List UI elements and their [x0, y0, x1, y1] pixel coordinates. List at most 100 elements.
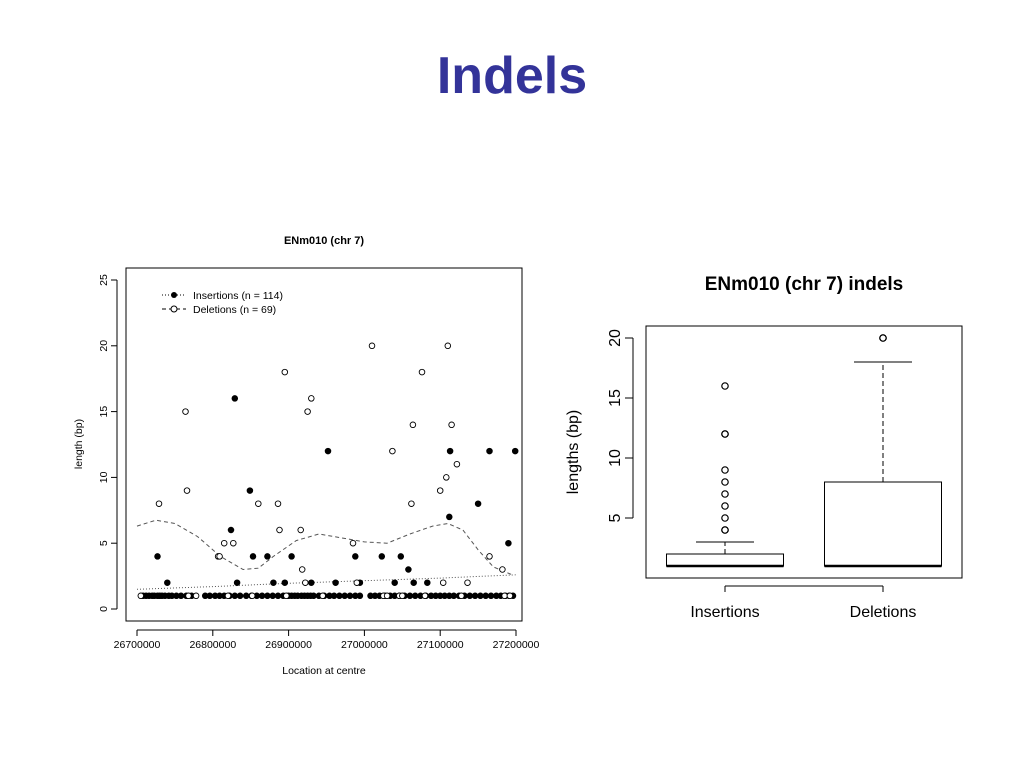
insertions-outlier [721, 502, 729, 510]
insertion-point [164, 579, 171, 586]
deletion-point [248, 592, 256, 600]
insertion-point [410, 579, 417, 586]
scatter-y-tick-label: 20 [98, 340, 110, 352]
insertion-point [511, 447, 519, 455]
deletions-outlier [879, 334, 887, 342]
insertion-point [424, 579, 431, 586]
box-ylabel: lengths (bp) [565, 410, 582, 495]
scatter-y-tick-label: 5 [98, 540, 110, 546]
box-y-tick-label: 10 [607, 449, 624, 467]
scatter-smooth-lines [136, 519, 517, 590]
legend-deletions-marker [170, 305, 178, 313]
insertion-point [231, 395, 239, 402]
insertions-outlier [721, 526, 729, 534]
insertion-point [154, 553, 161, 560]
scatter-x-tick-label: 26700000 [114, 639, 161, 651]
box-y-tick-label: 20 [607, 329, 624, 347]
deletion-point [453, 460, 461, 468]
deletion-point [220, 539, 228, 547]
deletions-box [824, 481, 942, 567]
deletion-point [458, 592, 465, 600]
box-x-tick-label: Deletions [850, 604, 917, 621]
insertion-point [378, 553, 386, 560]
deletion-point [499, 566, 506, 573]
scatter-x-tick-label: 26800000 [189, 639, 236, 651]
deletion-point [308, 395, 315, 402]
insertion-point [356, 592, 364, 600]
deletion-point [302, 579, 309, 586]
insertion-point [233, 579, 241, 586]
box-marks [666, 334, 942, 568]
insertions-smooth-line [136, 574, 517, 590]
insertion-point [236, 592, 244, 600]
deletion-point [276, 526, 283, 534]
deletion-point [192, 592, 200, 600]
insertions-outlier [721, 490, 729, 498]
insertion-point [288, 553, 295, 560]
insertions-outlier [721, 514, 729, 522]
insertion-point [352, 553, 359, 560]
insertion-point [391, 579, 398, 586]
deletion-point [216, 553, 223, 560]
deletion-point [304, 408, 311, 415]
insertions-box [666, 553, 784, 567]
deletion-point [448, 421, 455, 429]
box-x-tick-label: Insertions [690, 604, 759, 621]
insertion-point [270, 579, 277, 586]
insertions-outlier [721, 478, 729, 486]
scatter-x-tick-label: 27100000 [417, 639, 464, 651]
insertion-point [324, 447, 332, 455]
deletion-point [182, 408, 189, 415]
deletion-point [409, 421, 417, 429]
legend-insertions-marker [171, 292, 177, 298]
deletion-point [353, 579, 361, 586]
scatter-ylabel: length (bp) [73, 419, 85, 469]
scatter-plot-frame [125, 267, 523, 622]
deletion-point [389, 447, 396, 455]
deletion-point [185, 592, 192, 600]
insertion-point [474, 500, 482, 507]
deletions-smooth-line [136, 519, 513, 576]
insertion-point [397, 553, 405, 560]
deletion-point [274, 500, 282, 507]
box-title: ENm010 (chr 7) indels [705, 274, 904, 295]
deletion-point [297, 526, 304, 534]
insertion-point [446, 513, 453, 521]
box-axes: 5 10 15 20 Insertions Deletions [607, 329, 916, 621]
slide-title: Indels [436, 47, 588, 105]
deletion-point [443, 474, 450, 481]
deletion-point [418, 368, 426, 376]
scatter-xlabel: Location at centre [282, 665, 366, 677]
deletion-point [399, 592, 406, 600]
insertion-point [446, 447, 454, 455]
deletion-point [281, 368, 289, 376]
scatter-y-tick-label: 0 [98, 606, 110, 612]
deletion-point [155, 500, 163, 507]
insertions-outlier [721, 430, 729, 438]
deletion-point [283, 592, 290, 600]
deletion-point [298, 566, 306, 573]
scatter-legend: Insertions (n = 114) Deletions (n = 69) [162, 290, 283, 316]
insertion-point [505, 539, 512, 547]
insertion-point [405, 566, 412, 573]
box-plot-frame [645, 325, 963, 579]
deletion-point [224, 592, 232, 600]
scatter-x-tick-label: 27200000 [493, 639, 540, 651]
scatter-y-tick-label: 15 [98, 406, 110, 418]
deletion-point [368, 342, 376, 350]
deletion-point [486, 553, 493, 560]
insertions-outlier [721, 466, 729, 474]
insertion-point [264, 553, 271, 560]
deletion-point [255, 500, 262, 507]
deletion-point [408, 500, 415, 507]
insertions-outlier [721, 382, 729, 390]
scatter-title: ENm010 (chr 7) [284, 235, 364, 247]
legend-insertions-label: Insertions (n = 114) [193, 290, 283, 302]
insertion-point [246, 487, 254, 494]
scatter-axes: 26700000 26800000 26900000 27000000 27100000… [98, 274, 540, 651]
legend-deletions-label: Deletions (n = 69) [193, 304, 276, 316]
deletion-point [319, 592, 326, 600]
deletion-point [444, 342, 452, 350]
